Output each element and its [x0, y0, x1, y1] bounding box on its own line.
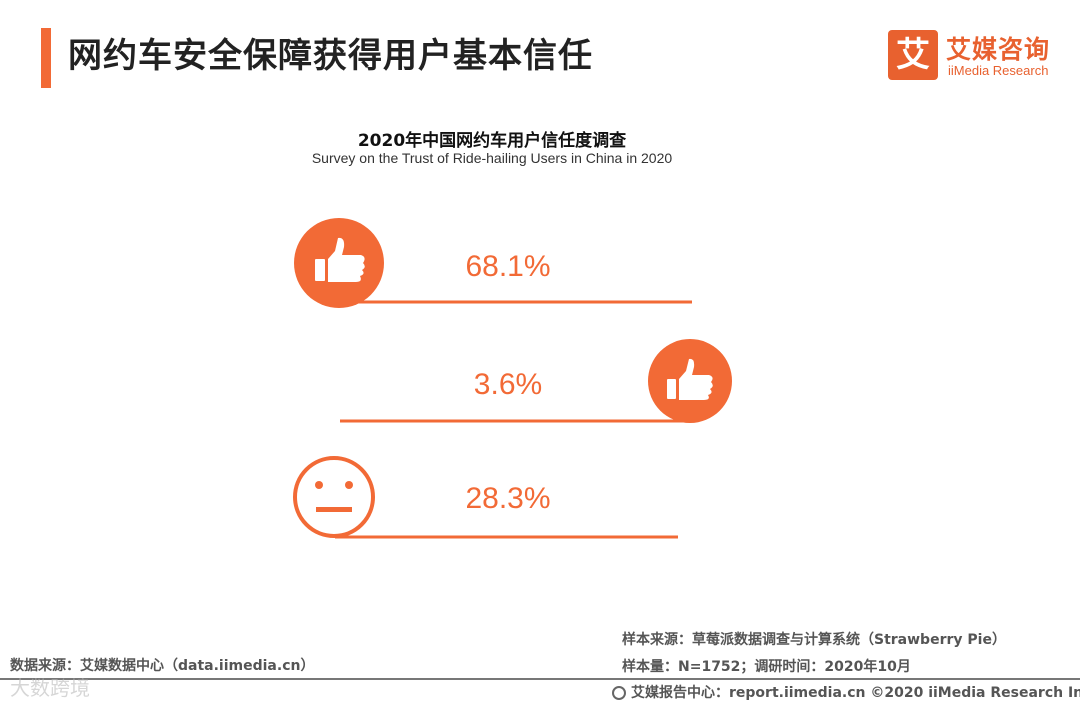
- neutral-face-icon: [293, 456, 375, 538]
- value-label-1: 68.1%: [465, 250, 550, 283]
- watermark: 大数跨境: [10, 676, 90, 700]
- neutral-face-left-eye: [315, 481, 323, 489]
- page-title: 网约车安全保障获得用户基本信任: [68, 36, 593, 76]
- globe-icon: [612, 686, 626, 700]
- neutral-face-right-eye: [345, 481, 353, 489]
- data-source: 数据来源：艾媒数据中心（data.iimedia.cn）: [10, 658, 315, 674]
- sample-source: 样本来源：草莓派数据调查与计算系统（Strawberry Pie）: [622, 632, 1006, 648]
- value-label-2: 3.6%: [474, 368, 542, 401]
- chart-subtitle: Survey on the Trust of Ride-hailing User…: [311, 150, 673, 166]
- report-center: 艾媒报告中心：report.iimedia.cn ©2020 iiMedia R…: [612, 682, 1080, 702]
- thumbs-down-glyph: [667, 358, 713, 400]
- value-label-3: 28.3%: [465, 482, 550, 515]
- neutral-face-mouth: [316, 507, 352, 512]
- title-accent-bar: [41, 28, 51, 88]
- footer-divider: [0, 678, 1080, 680]
- iimedia-logo: 艾 艾媒咨询 iiMedia Research: [888, 30, 1068, 86]
- logo-name-cn: 艾媒咨询: [946, 35, 1051, 64]
- logo-mark: 艾: [888, 30, 938, 80]
- report-center-text: 艾媒报告中心：report.iimedia.cn ©2020 iiMedia R…: [631, 685, 1080, 701]
- logo-name-en: iiMedia Research: [948, 63, 1049, 78]
- thumbs-up-glyph: [315, 237, 365, 282]
- sample-size: 样本量：N=1752；调研时间：2020年10月: [622, 659, 911, 675]
- chart-title: 2020年中国网约车用户信任度调查: [357, 131, 627, 151]
